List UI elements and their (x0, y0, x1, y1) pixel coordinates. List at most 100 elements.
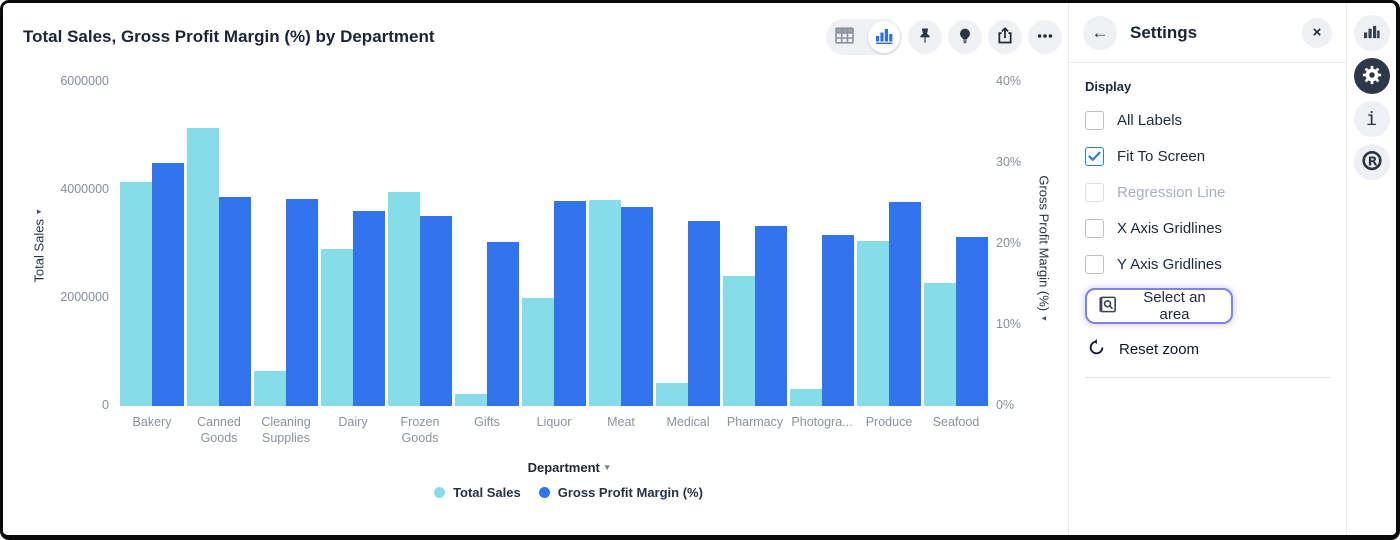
checkbox-x-axis-gridlines[interactable]: X Axis Gridlines (1085, 216, 1330, 240)
dropdown-caret-icon: ▾ (604, 462, 610, 472)
bar-total-sales[interactable] (723, 276, 755, 406)
checkbox-fit-to-screen[interactable]: Fit To Screen (1085, 144, 1330, 168)
table-icon (834, 27, 854, 47)
checkbox-label: Fit To Screen (1117, 147, 1206, 165)
close-button[interactable]: × (1302, 17, 1332, 48)
lightbulb-icon (955, 26, 975, 49)
export-button[interactable] (988, 20, 1022, 54)
bar-gross-profit-margin[interactable] (353, 210, 385, 406)
pin-button[interactable] (908, 20, 942, 54)
y-axis-title-left[interactable]: Total Sales ▾ (31, 209, 47, 283)
y-axis-tick-left: 2000000 (60, 290, 109, 304)
bar-total-sales[interactable] (790, 388, 822, 406)
y-axis-tick-left: 0 (102, 398, 109, 412)
bar-gross-profit-margin[interactable] (554, 201, 586, 406)
y-axis-tick-right: 40% (996, 74, 1022, 88)
bar-chart-icon (1363, 24, 1380, 43)
x-axis-category-label: Bakery (132, 415, 172, 429)
chart-view-button[interactable] (868, 21, 900, 53)
bar-total-sales[interactable] (522, 298, 554, 406)
chart-legend: Total Sales Gross Profit Margin (%) (116, 485, 1021, 500)
bar-gross-profit-margin[interactable] (956, 236, 988, 406)
checkbox-regression-line: Regression Line (1085, 180, 1330, 204)
sort-caret-icon: ▾ (33, 209, 44, 214)
bar-total-sales[interactable] (321, 249, 353, 406)
select-area-icon (1099, 295, 1118, 318)
reset-zoom-label: Reset zoom (1119, 341, 1200, 358)
more-options-button[interactable] (1028, 20, 1062, 54)
x-axis-title[interactable]: Department ▾ (527, 460, 610, 475)
table-view-button[interactable] (826, 19, 862, 55)
y-axis-tick-right: 0% (996, 398, 1015, 412)
ellipsis-icon (1035, 26, 1055, 49)
share-icon (995, 26, 1015, 49)
x-axis-category-label: Gifts (474, 415, 500, 429)
legend-item[interactable]: Gross Profit Margin (%) (538, 485, 703, 500)
rail-settings-button[interactable] (1353, 58, 1390, 94)
bar-total-sales[interactable] (924, 283, 956, 406)
checkbox-box (1085, 218, 1104, 238)
svg-text:R: R (1367, 153, 1377, 168)
bar-gross-profit-margin[interactable] (621, 206, 653, 406)
bar-gross-profit-margin[interactable] (286, 198, 318, 406)
bar-gross-profit-margin[interactable] (487, 242, 519, 406)
settings-title: Settings (1130, 22, 1198, 42)
bar-total-sales[interactable] (857, 241, 889, 406)
checkbox-label: X Axis Gridlines (1117, 219, 1223, 237)
bar-gross-profit-margin[interactable] (420, 215, 452, 406)
bar-total-sales[interactable] (656, 382, 688, 406)
bar-total-sales[interactable] (589, 200, 621, 406)
bar-total-sales[interactable] (455, 394, 487, 406)
bar-gross-profit-margin[interactable] (755, 226, 787, 406)
chart-section: Total Sales, Gross Profit Margin (%) by … (3, 3, 1068, 535)
bar-total-sales[interactable] (254, 370, 286, 406)
rail-info-button[interactable]: i (1353, 101, 1390, 137)
x-axis-category-label: Medical (666, 415, 710, 429)
insights-button[interactable] (948, 20, 982, 54)
icon-rail: i R (1346, 3, 1396, 535)
sort-caret-icon: ▾ (1039, 316, 1050, 321)
checkbox-box (1085, 254, 1104, 274)
legend-item[interactable]: Total Sales (434, 485, 521, 500)
x-axis-category-label: Produce (865, 415, 913, 429)
page-title: Total Sales, Gross Profit Margin (%) by … (23, 27, 435, 46)
info-icon: i (1365, 108, 1378, 130)
back-arrow-icon: ← (1091, 22, 1109, 42)
y-axis-tick-right: 30% (996, 155, 1022, 169)
display-section-label: Display (1085, 79, 1132, 94)
legend-label: Gross Profit Margin (%) (557, 485, 703, 500)
display-options-list: All Labels Fit To Screen Regression Line X … (1085, 108, 1330, 276)
bar-total-sales[interactable] (388, 191, 420, 406)
checkbox-label: Y Axis Gridlines (1117, 255, 1222, 273)
checkbox-y-axis-gridlines[interactable]: Y Axis Gridlines (1085, 252, 1330, 276)
bar-total-sales[interactable] (120, 181, 152, 406)
chart-plot-area[interactable]: 0 2000000 4000000 6000000 0% 10% 20% 30% 40% Bake… (3, 3, 1068, 535)
checkbox-all-labels[interactable]: All Labels (1085, 108, 1330, 132)
x-axis-category-label: Liquor (536, 415, 572, 429)
y-axis-tick-right: 20% (996, 236, 1022, 250)
x-axis-category-label: Seafood (932, 415, 980, 429)
rail-chart-button[interactable] (1353, 15, 1390, 51)
bar-gross-profit-margin[interactable] (219, 197, 251, 406)
bar-total-sales[interactable] (187, 127, 219, 406)
pin-icon (915, 26, 935, 49)
bar-chart-icon (875, 27, 893, 47)
select-area-label: Select an area (1143, 289, 1206, 323)
y-axis-tick-left: 6000000 (60, 74, 109, 88)
checkbox-box (1085, 182, 1104, 202)
rail-r-button[interactable]: R (1353, 144, 1390, 180)
back-button[interactable]: ← (1083, 15, 1117, 50)
bar-gross-profit-margin[interactable] (889, 201, 921, 406)
bar-gross-profit-margin[interactable] (688, 221, 720, 406)
x-axis-category-label: Pharmacy (726, 415, 784, 429)
bar-gross-profit-margin[interactable] (822, 235, 854, 406)
checkbox-label: All Labels (1117, 111, 1183, 129)
select-an-area-button[interactable]: Select an area (1085, 288, 1233, 324)
reset-zoom-button[interactable]: Reset zoom (1085, 338, 1199, 361)
bar-gross-profit-margin[interactable] (152, 163, 184, 406)
x-axis-category-label: Meat (607, 415, 635, 429)
view-toggle (826, 19, 902, 55)
y-axis-title-right[interactable]: Gross Profit Margin (%) ▾ (1036, 175, 1052, 321)
checkbox-label: Regression Line (1117, 183, 1226, 201)
